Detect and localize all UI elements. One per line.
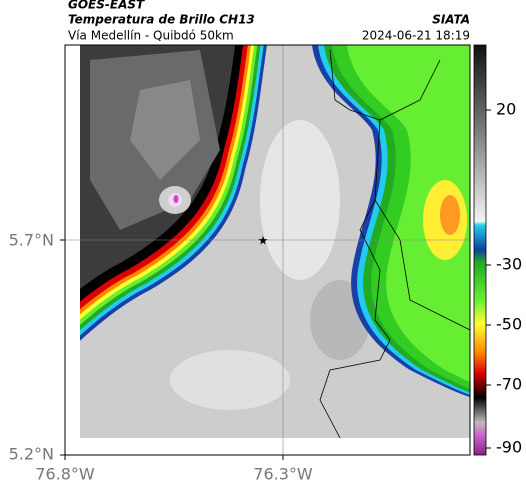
- y-tick-label: 5.7°N: [9, 231, 54, 250]
- subtitle: Temperatura de Brillo CH13: [68, 13, 255, 27]
- cloud-band: [130, 80, 200, 180]
- x-tick-label: 76.3°W: [253, 465, 313, 484]
- cloud-band: [347, 45, 470, 383]
- header: GOES-EAST Temperatura de Brillo CH13 Vía…: [68, 0, 470, 43]
- colorbar-tick-label: -70: [496, 375, 522, 394]
- timestamp: 2024-06-21 18:19: [362, 29, 470, 43]
- colorbar-tick-label: -90: [496, 438, 522, 457]
- colorbar: 20 -30 -50 -70 -90: [473, 44, 522, 457]
- satellite-image: [80, 45, 470, 438]
- x-tick-label: 76.8°W: [35, 465, 95, 484]
- colorbar-tick-label: -50: [496, 315, 522, 334]
- colorbar-tick-label: -30: [496, 255, 522, 274]
- axes: 5.7°N 5.2°N 76.8°W 76.3°W: [9, 231, 313, 484]
- source: SIATA: [432, 13, 470, 27]
- location: Vía Medellín - Quibdó 50km: [68, 29, 234, 43]
- title: GOES-EAST: [68, 0, 145, 12]
- colorbar-tick-label: 20: [496, 100, 516, 119]
- y-tick-label: 5.2°N: [9, 445, 54, 464]
- city-marker: ★: [258, 234, 269, 248]
- cloud-band: [440, 195, 460, 235]
